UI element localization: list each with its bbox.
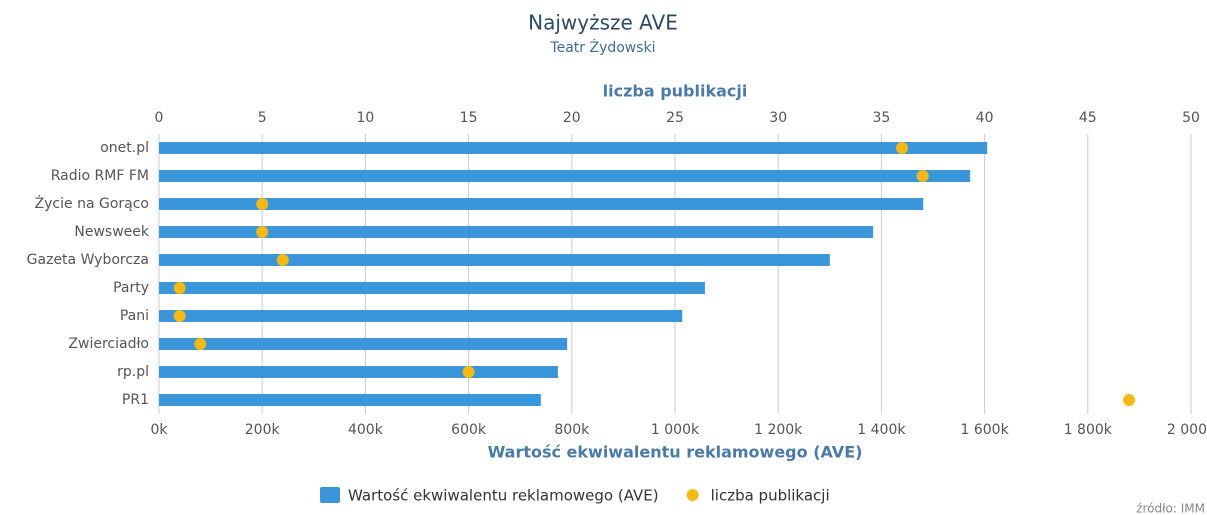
dot [276, 254, 289, 266]
x-tick-label: 1 000k [651, 422, 700, 438]
bar [159, 198, 924, 210]
legend-label: liczba publikacji [711, 487, 830, 505]
legend-swatch [320, 487, 340, 503]
legend-swatch [686, 489, 699, 501]
x2-tick-label: 10 [356, 110, 374, 126]
y-tick-label: Życie na Gorąco [35, 194, 149, 212]
bar [159, 366, 558, 378]
source: źródło: IMM [1136, 502, 1205, 515]
dot [1123, 394, 1136, 406]
bar [159, 254, 830, 266]
x2-tick-label: 20 [563, 110, 581, 126]
y-tick-label: Zwierciadło [68, 336, 149, 352]
y-tick-label: onet.pl [100, 140, 149, 156]
x2-tick-label: 35 [872, 110, 890, 126]
chart-title: Najwyższe AVE [528, 11, 678, 35]
y-tick-label: Pani [120, 308, 149, 324]
x-tick-label: 1 600k [961, 422, 1010, 438]
y-tick-label: Party [113, 280, 149, 296]
x2-axis-title: liczba publikacji [603, 82, 748, 101]
x-tick-label: 1 200k [754, 422, 803, 438]
legend-label: Wartość ekwiwalentu reklamowego (AVE) [348, 487, 659, 505]
dot [256, 198, 269, 210]
x-tick-label: 0k [150, 422, 168, 438]
x-tick-label: 1 400k [857, 422, 906, 438]
dot [256, 226, 269, 238]
dot [896, 142, 909, 154]
x2-tick-label: 40 [976, 110, 994, 126]
dot [462, 366, 475, 378]
bar [159, 394, 541, 406]
dot [194, 338, 207, 350]
x2-tick-label: 45 [1079, 110, 1097, 126]
x-tick-label: 2 000k [1167, 422, 1207, 438]
x-tick-label: 400k [348, 422, 384, 438]
y-tick-label: Newsweek [74, 224, 150, 240]
chart-subtitle: Teatr Żydowski [549, 38, 655, 56]
bar [159, 170, 971, 182]
bar [159, 142, 988, 154]
x-tick-label: 200k [245, 422, 281, 438]
bar [159, 282, 705, 294]
x2-tick-label: 5 [258, 110, 267, 126]
dot [173, 282, 186, 294]
x2-tick-label: 50 [1182, 110, 1200, 126]
x-tick-label: 1 800k [1064, 422, 1113, 438]
x-axis-title: Wartość ekwiwalentu reklamowego (AVE) [488, 443, 863, 462]
bar [159, 226, 874, 238]
y-tick-label: PR1 [122, 392, 149, 408]
x-tick-label: 600k [451, 422, 487, 438]
x-tick-label: 800k [554, 422, 590, 438]
x2-tick-label: 0 [155, 110, 164, 126]
dot [173, 310, 186, 322]
x2-tick-label: 30 [769, 110, 787, 126]
dot [916, 170, 929, 182]
x2-tick-label: 15 [460, 110, 478, 126]
y-tick-label: Gazeta Wyborcza [27, 252, 149, 268]
y-tick-label: Radio RMF FM [51, 168, 149, 184]
bar [159, 310, 683, 322]
y-tick-label: rp.pl [117, 364, 149, 380]
bar [159, 338, 568, 350]
x2-tick-label: 25 [666, 110, 684, 126]
